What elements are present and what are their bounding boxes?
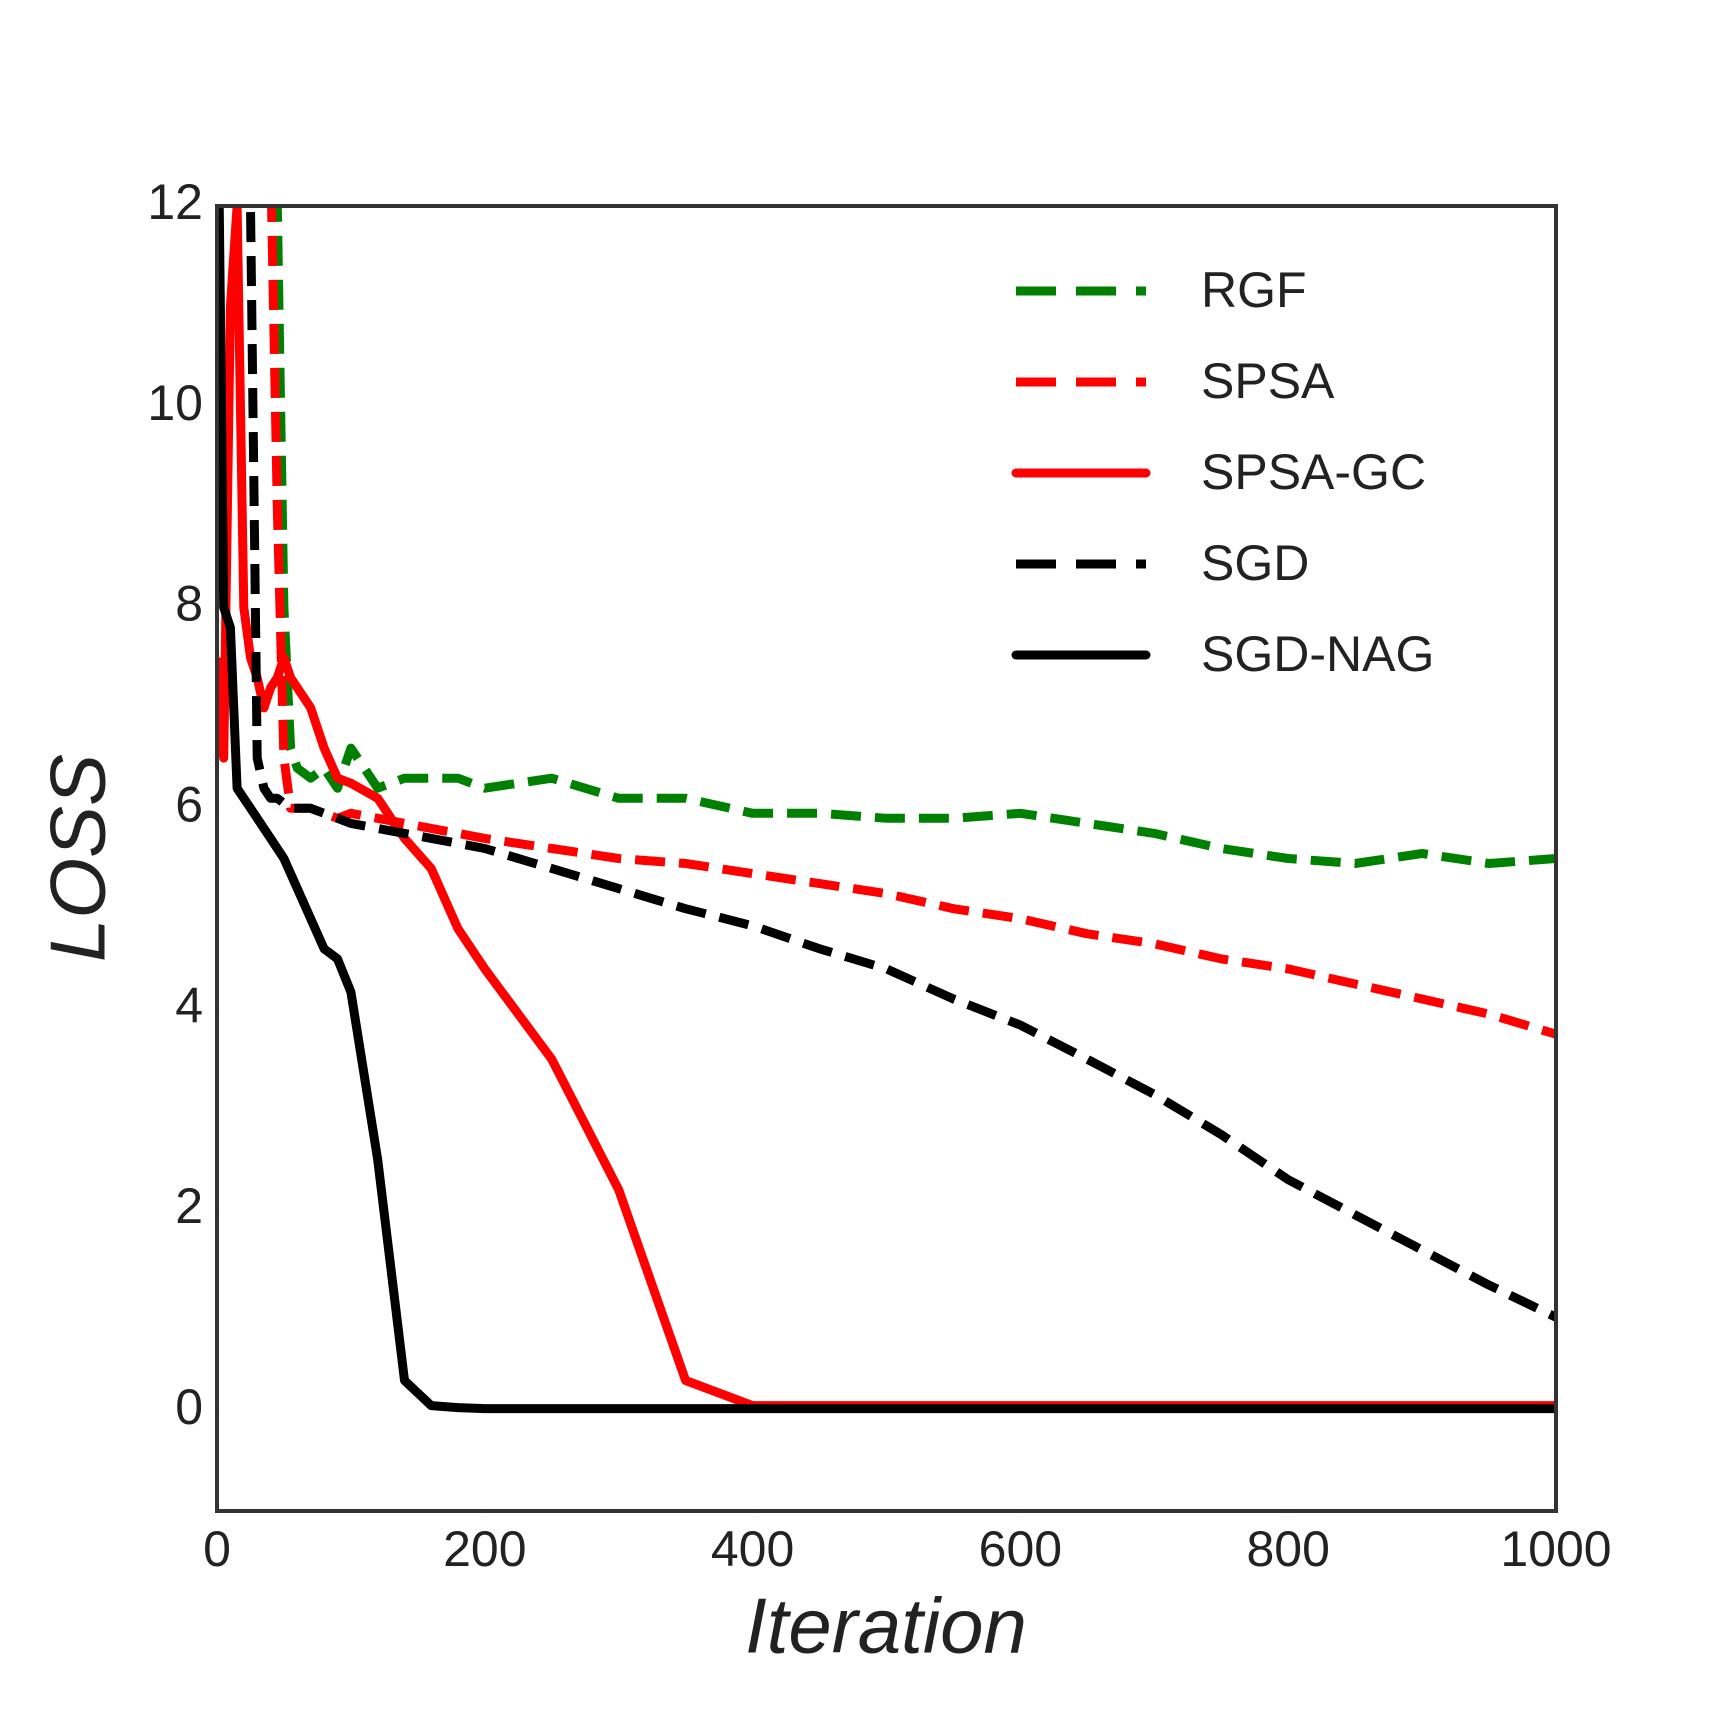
x-tick-label: 400 [711,1521,794,1577]
y-tick-label: 8 [175,576,203,632]
series-line [272,206,1556,868]
legend-label: SGD-NAG [1201,626,1434,682]
series-line [245,206,1556,1322]
legend-label: SPSA [1201,353,1335,409]
frame [215,204,1558,1513]
x-tick-label: 600 [979,1521,1062,1577]
y-tick-label: 12 [147,174,203,230]
y-tick-label: 4 [175,977,203,1033]
legend-label: SGD [1201,535,1309,591]
legend-label: RGF [1201,262,1307,318]
y-tick-label: 6 [175,777,203,833]
y-tick-label: 2 [175,1178,203,1234]
x-tick-label: 200 [443,1521,526,1577]
legend-label: SPSA-GC [1201,444,1426,500]
x-tick-label: 0 [203,1521,231,1577]
y-tick-label: 10 [147,375,203,431]
x-axis-label: Iteration [745,1582,1027,1670]
series-line [267,206,1556,1039]
x-tick-label: 800 [1246,1521,1329,1577]
x-tick-label: 1000 [1500,1521,1611,1577]
y-tick-label: 0 [175,1379,203,1435]
plot-area [217,206,1556,1414]
y-axis-label: LOSS [34,754,122,962]
series-line [217,206,1556,1414]
